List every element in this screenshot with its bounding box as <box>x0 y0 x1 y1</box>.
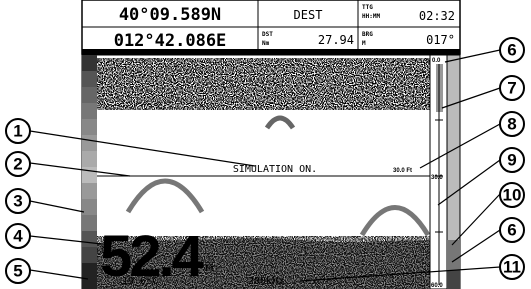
dest-label: DEST <box>294 8 323 22</box>
depth-scale: 0.0 30.0 60.0 <box>430 55 460 289</box>
scale-mid: 30.0 <box>431 175 443 181</box>
brg-label: BRG <box>362 31 373 38</box>
latitude: 40°09.589N <box>119 5 221 25</box>
scale-bottom: 60.0 <box>431 283 443 289</box>
callout-number: 11 <box>503 258 521 277</box>
longitude: 012°42.086E <box>114 31 227 51</box>
callout-number: 7 <box>507 79 516 98</box>
diagram: 40°09.589N 012°42.086E DEST DST Nm 27.94… <box>0 0 531 289</box>
scale-top: 0.0 <box>432 58 441 64</box>
callout-number: 3 <box>13 192 22 211</box>
simulation-label: SIMULATION ON. <box>233 164 317 175</box>
callout-number: 5 <box>13 262 22 281</box>
surface-clutter <box>97 58 430 110</box>
callout-number: 1 <box>13 122 22 141</box>
dst-value: 27.94 <box>318 33 354 47</box>
ttg-unit: HH:MM <box>362 13 380 20</box>
dst-label: DST <box>262 31 273 38</box>
callout-number: 6 <box>507 41 516 60</box>
brg-unit: M <box>362 40 366 47</box>
sonar-screen: SIMULATION ON. 30.0 Ft 52.4 Ft 19.6°C 20… <box>82 55 460 289</box>
temperature: 19.6°C <box>122 276 158 287</box>
callout-number: 10 <box>503 186 522 205</box>
dst-unit: Nm <box>262 40 270 47</box>
header: 40°09.589N 012°42.086E DEST DST Nm 27.94… <box>82 0 460 55</box>
callout-number: 9 <box>507 151 516 170</box>
callout-number: 6 <box>507 221 516 240</box>
depth-unit: Ft <box>205 263 214 273</box>
callout-number: 2 <box>13 155 22 174</box>
range-marker: 30.0 Ft <box>393 168 412 174</box>
ttg-label: TTG <box>362 4 373 11</box>
brg-value: 017° <box>426 33 455 47</box>
callout-number: 4 <box>13 227 23 246</box>
callout-number: 8 <box>507 115 516 134</box>
ttg-value: 02:32 <box>419 9 455 23</box>
frequency: 200kHz <box>248 276 284 287</box>
